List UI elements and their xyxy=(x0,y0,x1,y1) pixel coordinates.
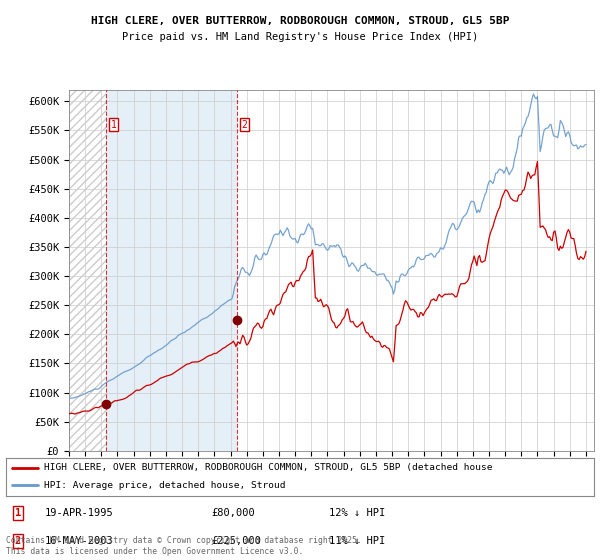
Text: HIGH CLERE, OVER BUTTERROW, RODBOROUGH COMMON, STROUD, GL5 5BP (detached house: HIGH CLERE, OVER BUTTERROW, RODBOROUGH C… xyxy=(44,463,493,472)
Bar xyxy=(236,90,594,451)
Text: 1: 1 xyxy=(111,119,117,129)
Bar xyxy=(69,90,106,451)
Text: 1: 1 xyxy=(15,508,21,518)
Text: 12% ↓ HPI: 12% ↓ HPI xyxy=(329,508,386,518)
Text: HIGH CLERE, OVER BUTTERROW, RODBOROUGH COMMON, STROUD, GL5 5BP: HIGH CLERE, OVER BUTTERROW, RODBOROUGH C… xyxy=(91,16,509,26)
Text: 11% ↓ HPI: 11% ↓ HPI xyxy=(329,536,386,546)
Text: 16-MAY-2003: 16-MAY-2003 xyxy=(44,536,113,546)
Text: £80,000: £80,000 xyxy=(212,508,256,518)
Text: 2: 2 xyxy=(15,536,21,546)
Text: £225,000: £225,000 xyxy=(212,536,262,546)
Text: 19-APR-1995: 19-APR-1995 xyxy=(44,508,113,518)
Text: Price paid vs. HM Land Registry's House Price Index (HPI): Price paid vs. HM Land Registry's House … xyxy=(122,32,478,43)
Text: Contains HM Land Registry data © Crown copyright and database right 2025.
This d: Contains HM Land Registry data © Crown c… xyxy=(6,536,362,556)
Text: HPI: Average price, detached house, Stroud: HPI: Average price, detached house, Stro… xyxy=(44,481,286,490)
Bar xyxy=(69,90,106,451)
Bar xyxy=(106,90,236,451)
Text: 2: 2 xyxy=(241,119,247,129)
